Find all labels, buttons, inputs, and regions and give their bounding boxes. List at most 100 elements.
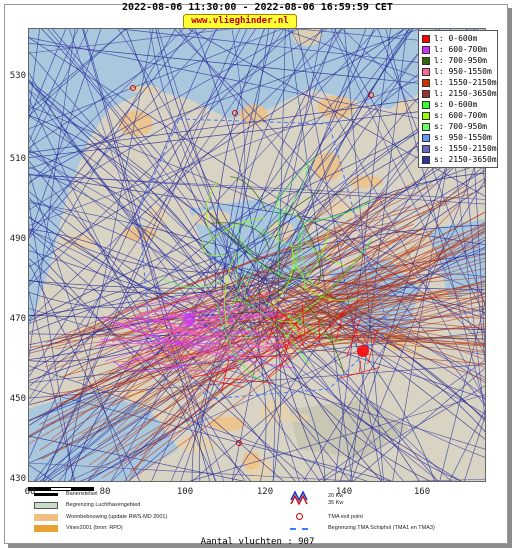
flight-track: [245, 286, 267, 481]
flight-track: [318, 211, 485, 301]
flight-track: [108, 243, 480, 375]
legend-swatch: [422, 155, 430, 164]
brand-badge[interactable]: www.vlieghinder.nl: [183, 14, 297, 29]
flight-track: [274, 281, 485, 328]
flight-track: [82, 29, 211, 481]
flight-track: [87, 220, 399, 331]
flight-track: [133, 318, 291, 341]
flight-track: [65, 237, 355, 342]
flight-track: [130, 307, 219, 364]
flight-track: [346, 317, 361, 357]
flight-track: [294, 232, 301, 273]
runway-cluster: [357, 345, 369, 357]
flight-track: [29, 37, 485, 334]
flight-track: [188, 367, 238, 379]
key-label: 35 Kw: [328, 500, 344, 506]
legend-item: l: 950-1550m: [422, 66, 495, 77]
flight-track: [312, 311, 485, 330]
flight-track: [305, 228, 330, 277]
flight-track: [267, 339, 308, 378]
flight-track: [359, 360, 362, 372]
flight-track: [254, 224, 485, 261]
legend-item: s: 2150-3650m: [422, 154, 497, 165]
tma-border: [138, 118, 390, 400]
legend-swatch: [422, 111, 430, 120]
legend-label: s: 0-600m: [434, 100, 478, 109]
flight-track: [63, 243, 344, 378]
legend-swatch: [422, 45, 430, 54]
flight-track-map[interactable]: [28, 28, 486, 482]
tma-exit-icon: [296, 513, 303, 520]
flight-track: [289, 307, 485, 381]
flight-track: [236, 29, 375, 312]
flight-track: [318, 317, 321, 342]
runway-swatch: [34, 493, 58, 496]
flight-track: [304, 237, 485, 328]
x-tick: 140: [335, 487, 353, 497]
flight-track: [225, 232, 305, 290]
flight-track: [174, 340, 288, 359]
flight-track: [237, 272, 382, 481]
flight-track: [274, 334, 326, 481]
flight-track: [287, 267, 306, 290]
flight-track: [210, 222, 270, 249]
flight-track: [29, 464, 54, 481]
flight-track: [118, 247, 446, 387]
urban-area: [259, 401, 289, 424]
flight-track: [289, 254, 485, 297]
flight-track: [302, 225, 485, 290]
legend-label: l: 600-700m: [434, 45, 487, 54]
x-tick: 60: [24, 487, 36, 497]
flight-track: [121, 295, 196, 328]
flight-track: [276, 190, 300, 217]
flight-track: [29, 29, 79, 143]
legend-swatch: [422, 89, 430, 98]
tma-border-swatch: [290, 528, 308, 530]
key-label: Vinex2001 (bron: RPD): [66, 525, 123, 531]
flight-track: [166, 312, 181, 346]
flight-track: [269, 293, 485, 320]
key-label: 20 Kw: [328, 493, 344, 499]
flight-track: [224, 252, 237, 327]
flight-track: [227, 268, 296, 302]
flight-track: [29, 227, 233, 319]
flight-track: [215, 29, 405, 275]
flight-track: [91, 184, 467, 471]
flight-track: [279, 276, 485, 295]
flight-track: [112, 228, 412, 406]
flight-track: [136, 203, 461, 476]
flight-track: [221, 288, 262, 349]
flight-track: [201, 238, 228, 257]
legend-swatch: [422, 100, 430, 109]
flight-track: [29, 29, 343, 321]
flight-track: [111, 295, 211, 329]
flight-track: [63, 272, 343, 469]
flight-track: [29, 29, 89, 153]
flight-tracks: [29, 29, 485, 481]
flight-track: [29, 388, 391, 481]
flight-track: [323, 299, 485, 346]
flight-track: [115, 321, 258, 334]
flight-track: [377, 29, 485, 306]
flight-track: [317, 359, 485, 481]
flight-track: [221, 355, 231, 392]
flight-track: [205, 180, 219, 240]
urban-area: [178, 436, 216, 453]
altitude-legend: l: 0-600m l: 600-700m l: 700-950m l: 950…: [418, 30, 498, 168]
flight-track: [305, 236, 346, 267]
flight-track: [272, 155, 319, 215]
flight-track: [29, 29, 127, 117]
flight-track: [191, 228, 485, 481]
flight-track: [363, 336, 368, 346]
y-tick: 490: [9, 234, 26, 244]
flight-track: [29, 114, 213, 264]
flight-track: [247, 221, 298, 247]
flight-track: [259, 292, 303, 332]
flight-track: [449, 409, 485, 481]
flight-track: [314, 309, 485, 368]
flight-track: [46, 205, 412, 343]
y-tick: 470: [9, 314, 26, 324]
flight-track: [269, 336, 485, 345]
flight-track: [29, 253, 485, 317]
legend-swatch: [422, 34, 430, 43]
